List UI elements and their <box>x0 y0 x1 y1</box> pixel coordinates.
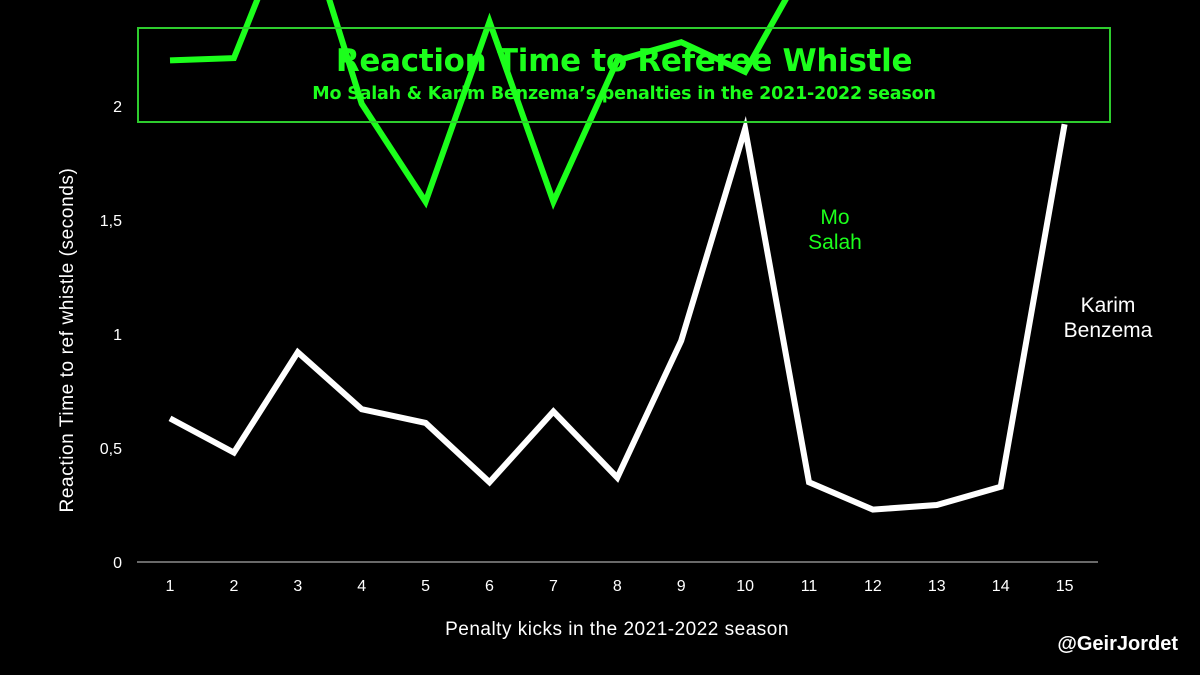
y-tick-label: 1,5 <box>100 213 122 230</box>
y-tick-label: 2 <box>113 99 122 116</box>
x-axis-title: Penalty kicks in the 2021-2022 season <box>445 619 789 640</box>
y-axis-title: Reaction Time to ref whistle (seconds) <box>57 168 78 513</box>
y-tick-label: 2,5 <box>100 0 122 2</box>
x-tick-label: 5 <box>421 578 430 595</box>
series-label-mo-salah: Mo Salah <box>808 206 862 254</box>
x-tick-label: 6 <box>485 578 494 595</box>
x-tick-label: 7 <box>549 578 558 595</box>
series-line-mo-salah <box>169 0 789 210</box>
y-tick-label: 1 <box>113 327 122 344</box>
x-tick-label: 1 <box>166 578 175 595</box>
x-tick-label: 14 <box>992 578 1010 595</box>
x-tick-label: 8 <box>613 578 622 595</box>
x-tick-label: 3 <box>293 578 302 595</box>
y-tick-label: 0,5 <box>100 441 122 458</box>
x-tick-label: 12 <box>864 578 882 595</box>
x-tick-label: 11 <box>801 578 818 595</box>
chart-title: Reaction Time to Referee Whistle <box>335 43 913 79</box>
series-line-karim-benzema <box>168 115 1068 513</box>
x-tick-label: 10 <box>736 578 754 595</box>
y-tick-label: 0 <box>113 555 122 572</box>
chart-subtitle: Mo Salah & Karim Benzema’s penalties in … <box>312 84 936 104</box>
series-label-karim-benzema: Karim Benzema <box>1064 294 1153 342</box>
x-tick-label: 15 <box>1056 578 1074 595</box>
author-credit: @GeirJordet <box>1057 633 1178 655</box>
title-box: Reaction Time to Referee Whistle Mo Sala… <box>137 27 1111 123</box>
x-tick-label: 13 <box>928 578 946 595</box>
x-tick-label: 9 <box>677 578 686 595</box>
x-tick-label: 4 <box>357 578 366 595</box>
x-tick-label: 2 <box>229 578 238 595</box>
